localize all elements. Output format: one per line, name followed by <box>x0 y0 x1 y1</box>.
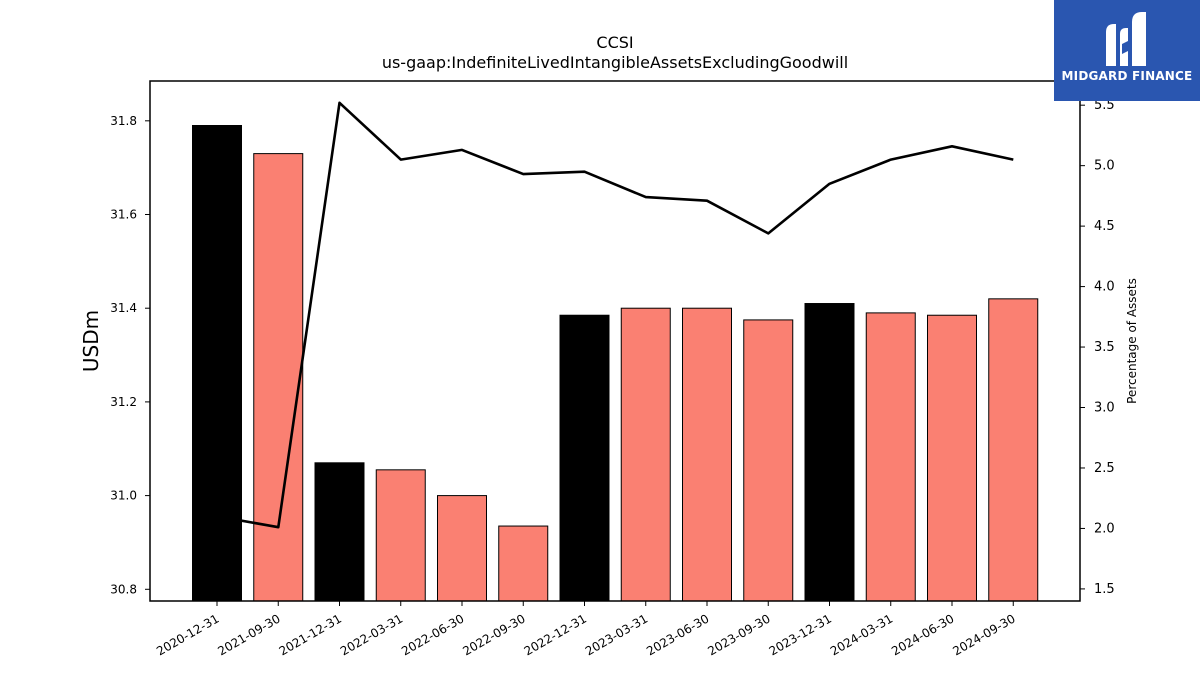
y2-tick-label: 1.5 <box>1094 582 1115 597</box>
line-series-group <box>216 101 1014 529</box>
y2-tick-label: 3.5 <box>1094 340 1115 355</box>
x-tick-label: 2021-09-30 <box>215 611 282 658</box>
bar-2024-09-30 <box>988 298 1039 602</box>
bar-2021-12-31 <box>314 462 365 602</box>
y2-tick-label: 5.5 <box>1094 98 1115 113</box>
left-axis: 30.8 31.0 31.2 31.4 31.6 31.8 <box>110 114 150 596</box>
bar-2020-12-31 <box>192 125 242 602</box>
y2-axis-label: Percentage of Assets <box>1125 278 1139 404</box>
x-tick-label: 2023-06-30 <box>644 611 711 658</box>
y-tick-label: 31.4 <box>110 301 137 315</box>
chart-subtitle: us-gaap:IndefiniteLivedIntangibleAssetsE… <box>382 53 848 72</box>
y2-tick-label: 4.5 <box>1094 219 1115 234</box>
bar-2022-12-31 <box>559 314 610 602</box>
x-tick-label: 2022-03-31 <box>338 611 405 658</box>
right-axis: 1.5 2.0 2.5 3.0 3.5 4.0 4.5 5.0 5.5 <box>1080 98 1115 597</box>
percentage-line <box>216 101 1014 529</box>
x-tick-label: 2020-12-31 <box>154 611 221 658</box>
x-tick-label: 2023-12-31 <box>767 611 834 658</box>
bar-2021-09-30 <box>253 153 304 602</box>
bar-2023-06-30 <box>682 307 732 602</box>
midgard-finance-logo: MIDGARD FINANCE <box>1054 0 1200 101</box>
x-tick-label: 2021-12-31 <box>277 611 344 658</box>
x-axis: 2020-12-312021-09-302021-12-312022-03-31… <box>154 601 1018 658</box>
bar-2023-09-30 <box>743 319 794 602</box>
x-tick-label: 2022-12-31 <box>522 611 589 658</box>
bars-group <box>192 125 1039 602</box>
y-tick-label: 31.8 <box>110 114 137 128</box>
y-tick-label: 30.8 <box>110 582 137 596</box>
x-tick-label: 2024-09-30 <box>950 611 1017 658</box>
y-tick-label: 31.0 <box>110 489 137 503</box>
y2-tick-label: 4.0 <box>1094 280 1115 295</box>
y2-tick-label: 3.0 <box>1094 401 1115 416</box>
bar-2023-03-31 <box>620 307 671 602</box>
chart-title: CCSI <box>596 33 633 52</box>
y-tick-label: 31.2 <box>110 395 137 409</box>
x-tick-label: 2024-06-30 <box>889 611 956 658</box>
bar-2022-03-31 <box>375 469 426 602</box>
y2-tick-label: 2.0 <box>1094 521 1115 536</box>
x-tick-label: 2023-03-31 <box>583 611 650 658</box>
y-axis-label: USDm <box>79 310 103 372</box>
bar-2023-12-31 <box>804 303 855 602</box>
logo-text: MIDGARD FINANCE <box>1061 69 1193 83</box>
x-tick-label: 2022-09-30 <box>460 611 527 658</box>
bar-2022-09-30 <box>498 525 549 602</box>
y2-tick-label: 2.5 <box>1094 461 1115 476</box>
x-tick-label: 2024-03-31 <box>828 611 895 658</box>
x-tick-label: 2023-09-30 <box>705 611 772 658</box>
bar-2022-06-30 <box>437 495 487 602</box>
x-tick-label: 2022-06-30 <box>399 611 466 658</box>
y-tick-label: 31.6 <box>110 208 137 222</box>
y2-tick-label: 5.0 <box>1094 159 1115 174</box>
bar-2024-03-31 <box>865 312 916 602</box>
logo-mark-icon <box>1106 12 1146 66</box>
bar-2024-06-30 <box>927 314 977 602</box>
plot-frame <box>149 80 1081 602</box>
